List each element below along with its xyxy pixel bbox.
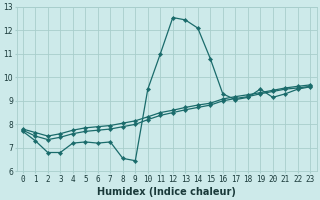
X-axis label: Humidex (Indice chaleur): Humidex (Indice chaleur) bbox=[97, 187, 236, 197]
